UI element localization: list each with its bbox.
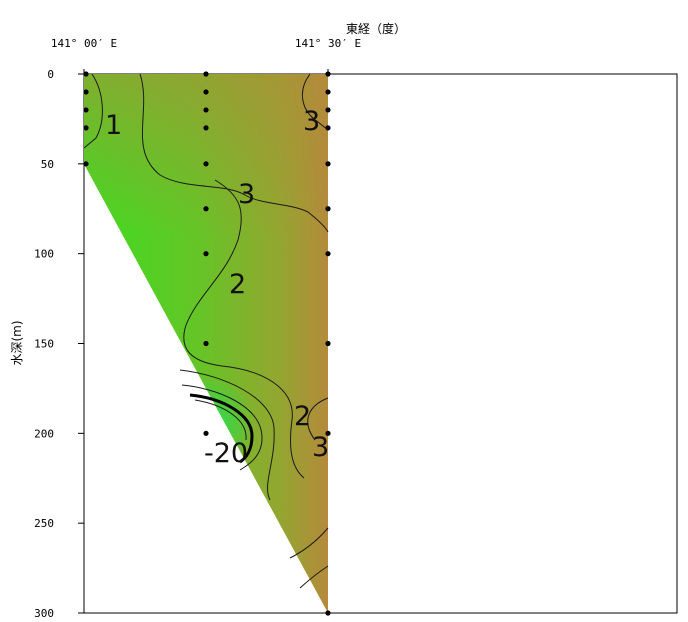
isoline-lower-right (289, 527, 329, 559)
station-dot (203, 206, 209, 212)
y-tick-label-100: 100 (34, 248, 54, 261)
station-dot (325, 340, 331, 347)
station-dot (83, 161, 89, 167)
y-tick-label-0: 0 (47, 68, 54, 81)
contour-label-3-lower: 3 (312, 432, 329, 463)
y-axis-title: 水深(m) (10, 320, 24, 365)
y-tick-label-50: 50 (41, 158, 54, 171)
station-dot (83, 107, 89, 113)
isoline-minus20-inner (194, 399, 247, 441)
station-dot (83, 125, 89, 131)
station-dot (325, 107, 331, 113)
contour-label-2-mid: 2 (229, 269, 246, 300)
station-dot (83, 89, 89, 95)
station-dot (325, 610, 331, 616)
isoline-minus20-outer (181, 384, 263, 471)
x-axis-title: 東経（度） (346, 21, 406, 36)
station-dot (203, 107, 209, 113)
station-dot (325, 89, 331, 95)
station-dot (325, 430, 331, 436)
sampling-stations (83, 71, 331, 616)
contour-label-1: 1 (105, 110, 122, 141)
station-dot (325, 125, 331, 131)
x-axis: 141° 00′ E 141° 30′ E 東経（度） (51, 21, 406, 74)
isoline-lower-curve (299, 565, 329, 589)
station-dot (203, 89, 209, 95)
station-dot (325, 161, 331, 167)
y-tick-label-250: 250 (34, 517, 54, 530)
station-dot (325, 251, 331, 257)
y-tick-label-150: 150 (34, 338, 54, 351)
isoline-2-outer (179, 369, 275, 501)
station-dot (203, 71, 209, 77)
station-dot (83, 71, 89, 77)
station-dot (203, 251, 209, 257)
x-tick-label-141-30: 141° 30′ E (295, 37, 361, 50)
contour-label-2-lower: 2 (294, 401, 311, 432)
y-tick-label-200: 200 (34, 427, 54, 440)
station-dot (203, 161, 209, 167)
x-tick-label-141-00: 141° 00′ E (51, 37, 117, 50)
contour-labels: 1 3 3 2 2 3 -20 (105, 106, 329, 469)
isoline-2 (183, 179, 305, 479)
contour-label-minus20: -20 (204, 438, 248, 469)
station-dot (203, 125, 209, 131)
station-dot (325, 206, 331, 212)
isolines (83, 73, 329, 589)
station-dot (203, 430, 209, 436)
y-tick-label-300: 300 (34, 607, 54, 620)
station-dot (203, 340, 209, 347)
y-axis: 0 50 100 150 200 250 300 (34, 68, 84, 620)
isoline-3-lower (307, 397, 329, 441)
contour-label-3-mid: 3 (238, 179, 255, 210)
contour-label-3-top-right: 3 (303, 106, 320, 137)
isoline-3-right (302, 73, 329, 131)
isoline-minus20-core (189, 393, 254, 464)
isoline-1 (83, 73, 103, 149)
isoline-3-upper (139, 73, 329, 233)
